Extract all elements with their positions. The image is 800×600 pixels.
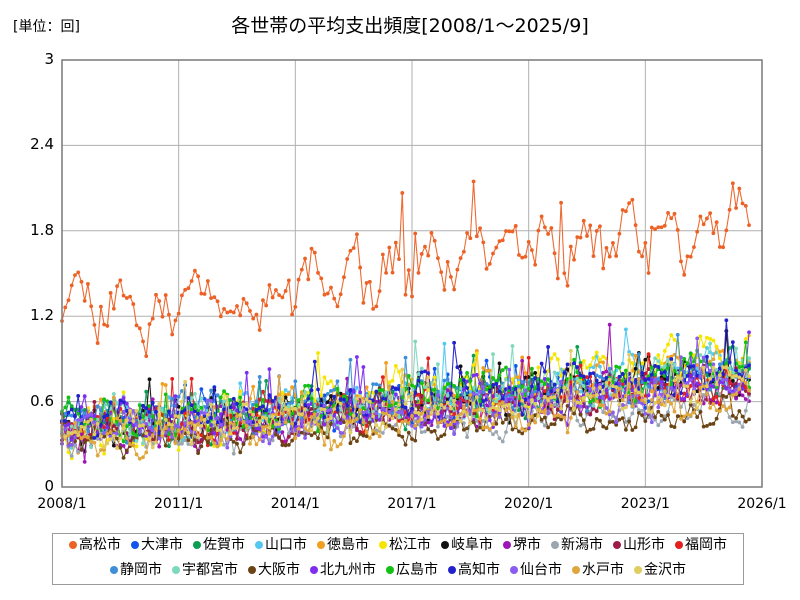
legend-marker-icon xyxy=(248,566,256,574)
legend-item-山口市[interactable]: 山口市 xyxy=(255,537,307,553)
legend-marker-icon xyxy=(503,541,511,549)
y-tick-label: 0.6 xyxy=(30,391,54,410)
legend-label: 松江市 xyxy=(389,537,431,553)
legend-marker-icon xyxy=(572,566,580,574)
legend-label: 岐阜市 xyxy=(451,537,493,553)
legend-label: 高知市 xyxy=(458,562,500,578)
legend-marker-icon xyxy=(379,541,387,549)
x-tick-label: 2020/1 xyxy=(504,496,554,512)
legend-item-高知市[interactable]: 高知市 xyxy=(448,562,500,578)
legend-label: 仙台市 xyxy=(520,562,562,578)
series-0 xyxy=(60,179,751,359)
legend-marker-icon xyxy=(131,541,139,549)
y-tick-label: 1.8 xyxy=(30,220,54,239)
legend-marker-icon xyxy=(386,566,394,574)
legend-marker-icon xyxy=(441,541,449,549)
series-18 xyxy=(60,374,751,461)
legend-item-大阪市[interactable]: 大阪市 xyxy=(248,562,300,578)
legend-item-仙台市[interactable]: 仙台市 xyxy=(510,562,562,578)
legend-marker-icon xyxy=(551,541,559,549)
y-tick-label: 2.4 xyxy=(30,135,54,154)
chart-title-text: 各世帯の平均支出頻度[2008/1～2025/9] xyxy=(231,15,589,37)
legend-marker-icon xyxy=(193,541,201,549)
legend-marker-icon xyxy=(634,566,642,574)
legend-marker-icon xyxy=(448,566,456,574)
legend-item-岐阜市[interactable]: 岐阜市 xyxy=(441,537,493,553)
x-tick-label: 2026/1 xyxy=(737,496,787,512)
legend-label: 宇都宮市 xyxy=(182,562,238,578)
legend-label: 堺市 xyxy=(513,537,541,553)
legend-item-佐賀市[interactable]: 佐賀市 xyxy=(193,537,245,553)
legend-marker-icon xyxy=(675,541,683,549)
legend-marker-icon xyxy=(255,541,263,549)
legend-item-北九州市[interactable]: 北九州市 xyxy=(310,562,376,578)
legend-row: 高松市 大津市 佐賀市 山口市 徳島市 松江市 岐阜市 堺市 新潟市 山形市 福岡市 xyxy=(53,537,743,553)
legend-label: 静岡市 xyxy=(120,562,162,578)
y-tick-label: 3 xyxy=(44,50,54,68)
legend-item-福岡市[interactable]: 福岡市 xyxy=(675,537,727,553)
legend-item-松江市[interactable]: 松江市 xyxy=(379,537,431,553)
legend-item-山形市[interactable]: 山形市 xyxy=(613,537,665,553)
legend-item-徳島市[interactable]: 徳島市 xyxy=(317,537,369,553)
legend-label: 広島市 xyxy=(396,562,438,578)
legend-item-高松市[interactable]: 高松市 xyxy=(69,537,121,553)
legend-label: 山口市 xyxy=(265,537,307,553)
legend-row: 静岡市 宇都宮市 大阪市 北九州市 広島市 高知市 仙台市 水戸市 金沢市 xyxy=(53,562,743,578)
series-layer xyxy=(60,179,751,464)
legend-marker-icon xyxy=(317,541,325,549)
chart-title: 各世帯の平均支出頻度[2008/1～2025/9] xyxy=(0,14,800,38)
unit-label: [単位：回] xyxy=(13,19,80,35)
legend-marker-icon xyxy=(69,541,77,549)
legend-item-大津市[interactable]: 大津市 xyxy=(131,537,183,553)
x-tick-label: 2023/1 xyxy=(620,496,670,512)
x-tick-label: 2008/1 xyxy=(37,496,87,512)
legend-label: 北九州市 xyxy=(320,562,376,578)
legend-item-静岡市[interactable]: 静岡市 xyxy=(110,562,162,578)
legend-label: 高松市 xyxy=(79,537,121,553)
x-tick-label: 2011/1 xyxy=(154,496,204,512)
y-tick-label: 0 xyxy=(44,477,54,495)
series-19 xyxy=(60,348,751,451)
axes-frame xyxy=(61,59,763,488)
legend-item-宇都宮市[interactable]: 宇都宮市 xyxy=(172,562,238,578)
legend-marker-icon xyxy=(110,566,118,574)
legend-marker-icon xyxy=(613,541,621,549)
legend-item-新潟市[interactable]: 新潟市 xyxy=(551,537,603,553)
legend-item-広島市[interactable]: 広島市 xyxy=(386,562,438,578)
legend-marker-icon xyxy=(172,566,180,574)
legend-marker-icon xyxy=(510,566,518,574)
legend-item-堺市[interactable]: 堺市 xyxy=(503,537,541,553)
legend-label: 新潟市 xyxy=(561,537,603,553)
legend-label: 金沢市 xyxy=(644,562,686,578)
legend-label: 福岡市 xyxy=(685,537,727,553)
x-tick-label: 2014/1 xyxy=(270,496,320,512)
legend-label: 佐賀市 xyxy=(203,537,245,553)
legend-label: 山形市 xyxy=(623,537,665,553)
legend-marker-icon xyxy=(310,566,318,574)
y-tick-label: 1.2 xyxy=(30,306,54,325)
legend-label: 大津市 xyxy=(141,537,183,553)
x-tick-label: 2017/1 xyxy=(387,496,437,512)
legend-label: 徳島市 xyxy=(327,537,369,553)
legend-item-金沢市[interactable]: 金沢市 xyxy=(634,562,686,578)
legend: 高松市 大津市 佐賀市 山口市 徳島市 松江市 岐阜市 堺市 新潟市 山形市 福岡市 静岡市 宇都宮市… xyxy=(52,533,744,585)
legend-label: 大阪市 xyxy=(258,562,300,578)
legend-label: 水戸市 xyxy=(582,562,624,578)
legend-item-水戸市[interactable]: 水戸市 xyxy=(572,562,624,578)
